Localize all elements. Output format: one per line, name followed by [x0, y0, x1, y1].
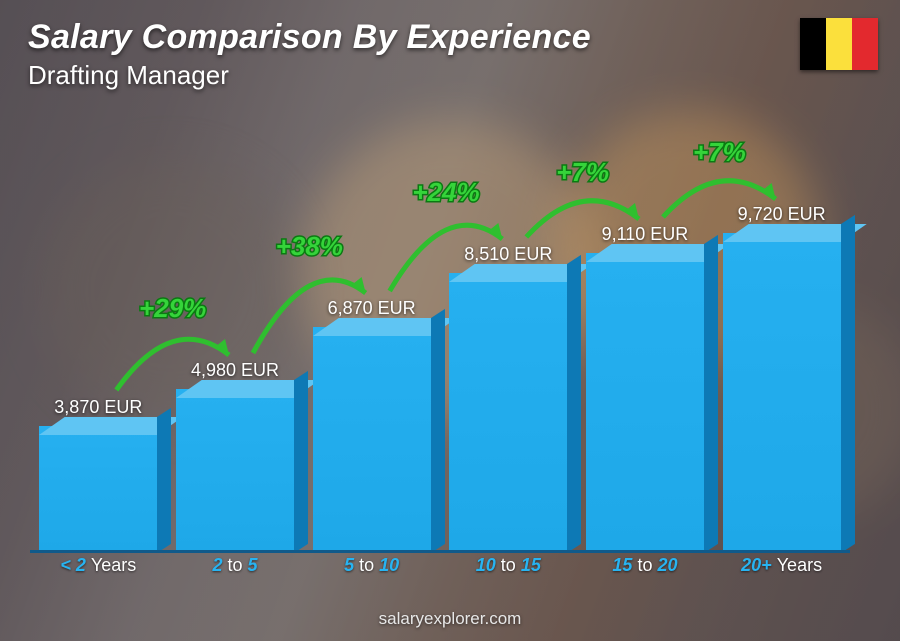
bar-side	[157, 408, 171, 553]
flag-stripe	[800, 18, 826, 70]
bar-value-label: 4,980 EUR	[191, 360, 279, 381]
bar-3d	[313, 327, 431, 553]
bar-side	[431, 309, 445, 553]
bar: 6,870 EUR	[313, 298, 431, 553]
bar-3d	[39, 426, 157, 553]
chart-baseline	[30, 550, 850, 553]
chart-title: Salary Comparison By Experience	[28, 18, 591, 57]
bar-chart: 3,870 EUR 4,980 EUR 6,870 EUR 8,510 EUR 9,11…	[30, 120, 850, 581]
bars-container: 3,870 EUR 4,980 EUR 6,870 EUR 8,510 EUR 9,11…	[30, 120, 850, 553]
bar-3d	[723, 233, 841, 553]
bar-value-label: 9,110 EUR	[602, 224, 689, 245]
belgium-flag-icon	[800, 18, 878, 70]
bar: 9,110 EUR	[586, 224, 704, 553]
x-label: < 2 Years	[39, 555, 157, 581]
bar-front	[449, 273, 567, 553]
bar: 4,980 EUR	[176, 360, 294, 553]
chart-subtitle: Drafting Manager	[28, 60, 229, 91]
bar-side	[294, 371, 308, 553]
bar-value-label: 3,870 EUR	[54, 397, 142, 418]
bar-front	[39, 426, 157, 553]
bar-front	[176, 389, 294, 553]
bar-3d	[176, 389, 294, 553]
footer-attribution: salaryexplorer.com	[0, 609, 900, 629]
x-labels: < 2 Years 2 to 5 5 to 10 10 to 15 15 to 20 20…	[30, 555, 850, 581]
bar-3d	[586, 253, 704, 553]
x-label: 10 to 15	[449, 555, 567, 581]
bar-value-label: 6,870 EUR	[328, 298, 416, 319]
bar-front	[313, 327, 431, 553]
bar-side	[567, 255, 581, 553]
x-label: 2 to 5	[176, 555, 294, 581]
bar: 9,720 EUR	[723, 204, 841, 553]
bar-front	[586, 253, 704, 553]
infographic-canvas: Salary Comparison By Experience Drafting…	[0, 0, 900, 641]
x-label: 5 to 10	[313, 555, 431, 581]
bar-value-label: 9,720 EUR	[738, 204, 826, 225]
bar: 3,870 EUR	[39, 397, 157, 553]
bar-3d	[449, 273, 567, 553]
x-label: 15 to 20	[586, 555, 704, 581]
flag-stripe	[852, 18, 878, 70]
bar-front	[723, 233, 841, 553]
bar-value-label: 8,510 EUR	[464, 244, 552, 265]
x-label: 20+ Years	[723, 555, 841, 581]
bar-side	[704, 235, 718, 553]
bar: 8,510 EUR	[449, 244, 567, 553]
flag-stripe	[826, 18, 852, 70]
bar-side	[841, 215, 855, 553]
